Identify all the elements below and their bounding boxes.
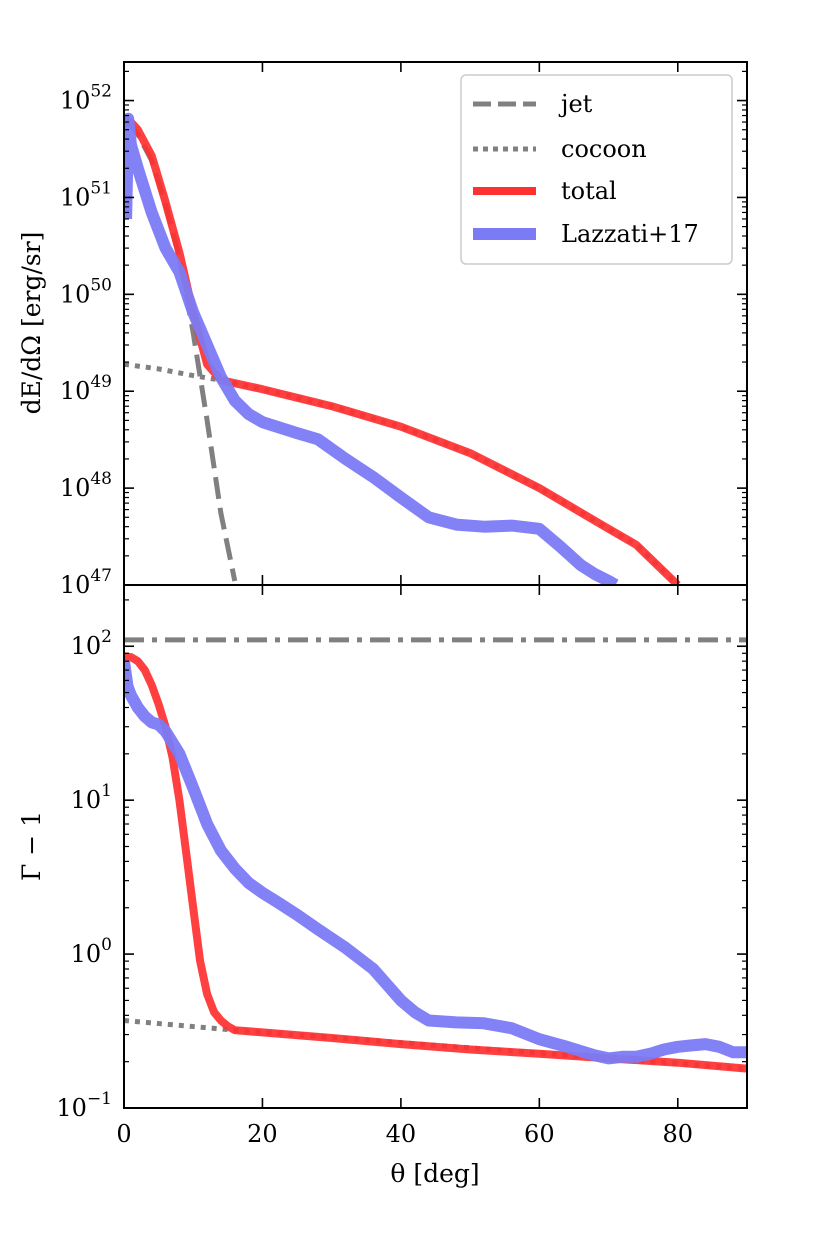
top-ytick-label: 1048: [60, 469, 112, 502]
bottom-ylabel: Γ − 1: [17, 811, 46, 881]
top-ytick-label: 1049: [60, 372, 112, 405]
top-ytick-label: 1047: [60, 566, 112, 599]
bottom-xtick-label: 40: [386, 1120, 417, 1148]
top-line-lazzati-17: [124, 112, 619, 585]
top-panel: 1047 1048 1049 1050 1051 1052 dE/dΩ [erg/sr]: [17, 61, 748, 599]
legend-box: [460, 74, 733, 265]
bottom-panel: 10−1 100 101 102 0 20 40 60 80 Γ − 1 θ [deg]: [17, 584, 748, 1188]
legend-label-total: total: [561, 177, 617, 205]
top-ytick-label: 1051: [60, 178, 112, 211]
bottom-line-lazzati-17: [124, 660, 747, 1065]
legend-label-cocoon: cocoon: [561, 135, 647, 163]
legend-label-lazzati: Lazzati+17: [561, 220, 699, 248]
top-ytick-label: 1050: [60, 275, 112, 308]
bottom-ytick-label: 10−1: [56, 1089, 112, 1122]
legend-label-jet: jet: [558, 90, 593, 118]
bottom-xlabel: θ [deg]: [390, 1159, 479, 1188]
bottom-ytick-label: 102: [71, 627, 112, 660]
bottom-xtick-label: 60: [524, 1120, 555, 1148]
bottom-ytick-label: 100: [71, 935, 112, 968]
bottom-xtick-label: 20: [247, 1120, 278, 1148]
bottom-ytick-label: 101: [71, 781, 112, 814]
bottom-xtick-label: 0: [116, 1120, 131, 1148]
bottom-line-total: [124, 652, 747, 1073]
legend: jet cocoon total Lazzati+17: [460, 74, 733, 265]
bottom-xtick-label: 80: [663, 1120, 694, 1148]
top-ylabel: dE/dΩ [erg/sr]: [17, 232, 46, 415]
top-ytick-label: 1052: [60, 82, 112, 115]
top-line-cocoon: [124, 361, 680, 585]
